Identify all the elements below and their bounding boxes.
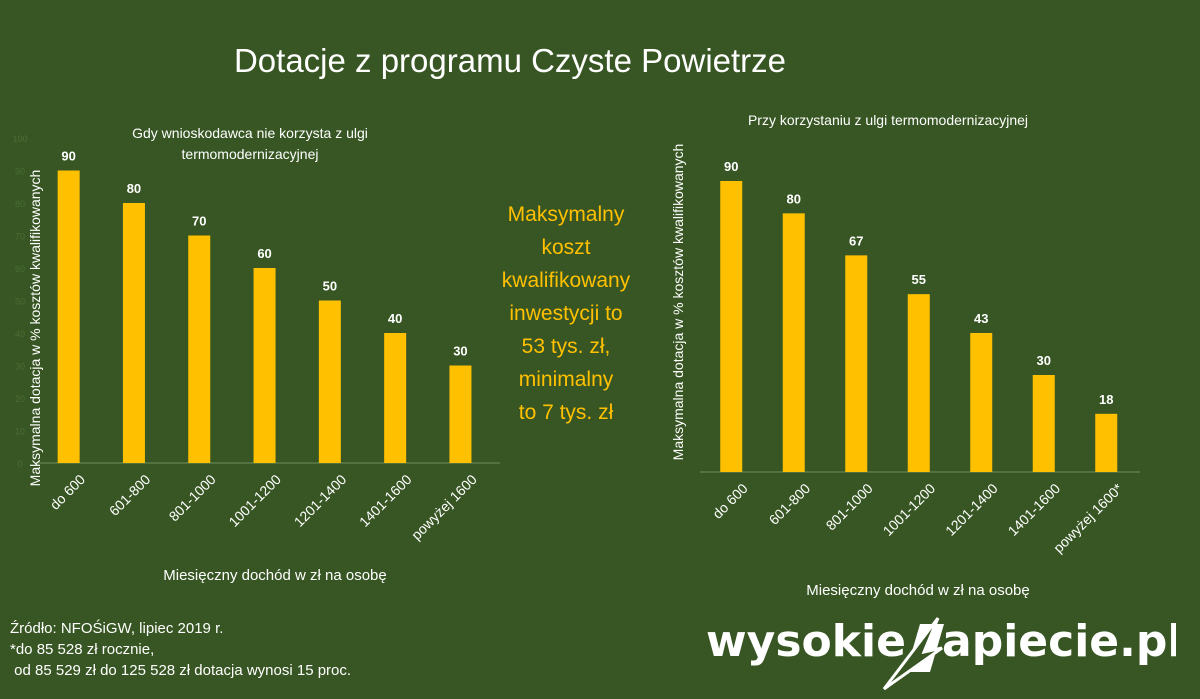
x-tick-label: 601-800	[106, 471, 154, 519]
cost-note-line: kwalifikowany	[501, 269, 631, 292]
logo-text-right: apiecie.pl	[942, 616, 1176, 667]
bar-value-label: 90	[61, 149, 75, 164]
y-tick-label: 60	[15, 264, 25, 274]
bar-value-label: 80	[127, 181, 141, 196]
cost-note: Maksymalny koszt kwalifikowany inwestycj…	[486, 198, 646, 429]
bar	[188, 235, 211, 463]
x-tick-label: 801-1000	[166, 471, 219, 524]
bar	[57, 170, 80, 463]
x-tick-label: 601-800	[766, 480, 814, 528]
bar-value-label: 67	[849, 233, 863, 248]
source-note: Źródło: NFOŚiGW, lipiec 2019 r. *do 85 5…	[10, 618, 351, 681]
source-line: Źródło: NFOŚiGW, lipiec 2019 r.	[10, 620, 224, 637]
bar	[1032, 375, 1055, 472]
y-tick-label: 90	[15, 167, 25, 177]
x-tick-label: do 600	[47, 471, 89, 513]
cost-note-line: Maksymalny	[507, 203, 625, 226]
bar	[318, 300, 341, 463]
bar	[845, 255, 868, 472]
cost-note-line: inwestycji to	[509, 302, 623, 325]
bar	[384, 333, 407, 463]
chart-title-line: Gdy wnioskodawca nie korzysta z ulgi	[132, 125, 368, 141]
chart-title-line: Przy korzystaniu z ulgi termomodernizacy…	[748, 112, 1028, 128]
bar-value-label: 50	[323, 279, 337, 294]
bar-chart-with-relief: Przy korzystaniu z ulgi termomodernizacy…	[670, 112, 1140, 599]
x-tick-label: 1201-1400	[942, 480, 1001, 539]
lightning-bolt-icon	[882, 617, 944, 691]
y-tick-label: 70	[15, 232, 25, 242]
bar	[449, 365, 472, 463]
bar-value-label: 90	[724, 159, 738, 174]
bar-value-label: 30	[1037, 353, 1051, 368]
x-tick-label: 1001-1200	[880, 480, 939, 539]
bar	[1095, 413, 1118, 472]
y-tick-label: 40	[15, 329, 25, 339]
x-tick-label: powyżej 1600	[408, 471, 480, 543]
bar-value-label: 40	[388, 311, 402, 326]
bar-value-label: 70	[192, 214, 206, 229]
x-tick-label: 1201-1400	[291, 471, 350, 530]
y-tick-label: 80	[15, 199, 25, 209]
y-tick-label: 10	[15, 427, 25, 437]
cost-note-line: minimalny	[518, 368, 614, 391]
x-tick-label: 1401-1600	[356, 471, 415, 530]
bar	[253, 268, 276, 463]
bar-value-label: 55	[912, 272, 926, 287]
x-axis-label: Miesięczny dochód w zł na osobę	[163, 567, 386, 584]
bar	[907, 294, 930, 472]
bar	[970, 332, 993, 472]
x-tick-label: 801-1000	[823, 480, 876, 533]
brand-logo: wysokie apiecie.pl	[706, 610, 1182, 691]
y-axis-label: Maksymalna dotacja w % kosztów kwalifiko…	[27, 170, 43, 487]
y-tick-label: 50	[15, 297, 25, 307]
bar	[720, 181, 743, 472]
cost-note-line: 53 tys. zł,	[521, 335, 611, 358]
x-tick-label: do 600	[709, 480, 751, 522]
source-line: od 85 529 zł do 125 528 zł dotacja wynos…	[10, 662, 352, 679]
y-axis-label: Maksymalna dotacja w % kosztów kwalifiko…	[670, 144, 686, 461]
bar	[782, 213, 805, 473]
bar-chart-without-relief: Gdy wnioskodawca nie korzysta z ulgi term…	[12, 125, 500, 584]
chart-title-line: termomodernizacyjnej	[182, 146, 319, 162]
bar-value-label: 30	[453, 344, 467, 359]
y-tick-label: 100	[12, 134, 27, 144]
cost-note-line: koszt	[541, 236, 591, 259]
bar-value-label: 18	[1099, 392, 1113, 407]
y-tick-label: 30	[15, 362, 25, 372]
x-axis-label: Miesięczny dochód w zł na osobę	[806, 582, 1029, 599]
bar-value-label: 60	[257, 246, 271, 261]
y-tick-label: 20	[15, 394, 25, 404]
x-tick-label: 1001-1200	[225, 471, 284, 530]
bar-value-label: 43	[974, 311, 988, 326]
bar-value-label: 80	[787, 191, 801, 206]
bar	[122, 203, 145, 463]
page-title: Dotacje z programu Czyste Powietrze	[233, 42, 787, 79]
source-line: *do 85 528 zł rocznie,	[10, 641, 155, 658]
cost-note-line: to 7 tys. zł	[518, 401, 614, 424]
y-tick-label: 0	[17, 459, 22, 469]
logo-text-left: wysokie	[706, 616, 906, 667]
x-tick-label: 1401-1600	[1005, 480, 1064, 539]
